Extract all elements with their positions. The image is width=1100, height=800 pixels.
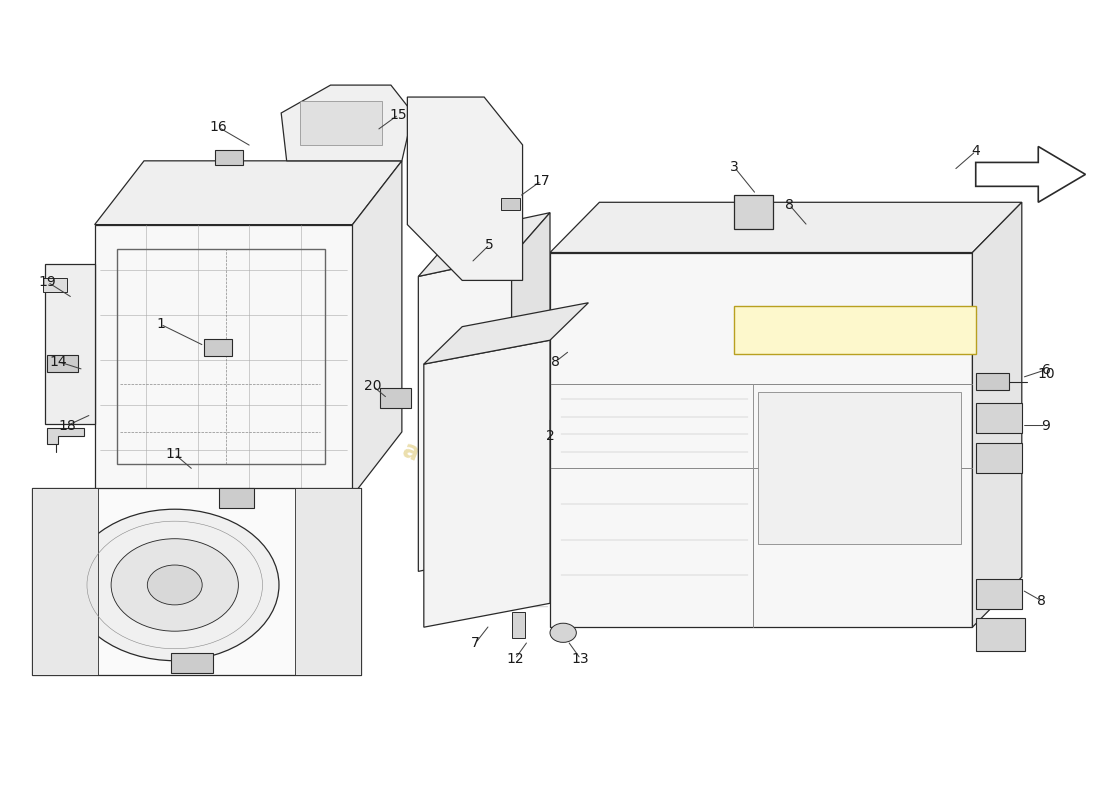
Bar [172, 653, 213, 673]
Polygon shape [424, 302, 588, 364]
Polygon shape [735, 306, 976, 354]
Text: 14: 14 [50, 354, 67, 369]
Text: 20: 20 [363, 378, 381, 393]
Text: 11: 11 [166, 447, 184, 462]
Text: 8: 8 [551, 354, 560, 369]
Bar [47, 354, 78, 372]
Text: 18: 18 [58, 418, 76, 433]
Text: 6: 6 [1042, 362, 1050, 377]
Bar [976, 443, 1022, 474]
Bar [976, 373, 1009, 390]
Text: 16: 16 [210, 120, 228, 134]
Text: 9: 9 [1042, 418, 1050, 433]
Bar [32, 488, 361, 675]
Text: 10: 10 [1037, 367, 1055, 382]
Text: 12: 12 [506, 652, 524, 666]
Circle shape [70, 510, 279, 661]
Text: 5: 5 [485, 238, 494, 251]
Text: 2: 2 [546, 429, 554, 443]
Polygon shape [424, 340, 550, 627]
Text: 8: 8 [1037, 594, 1046, 608]
Bar [759, 392, 961, 543]
Polygon shape [45, 265, 95, 424]
Text: a passion for parts.com: a passion for parts.com [399, 438, 701, 578]
Polygon shape [418, 213, 550, 277]
Bar [500, 198, 520, 210]
Polygon shape [47, 428, 84, 444]
Bar [32, 488, 98, 675]
Polygon shape [550, 202, 1022, 253]
Bar [117, 249, 326, 464]
Bar [379, 388, 410, 408]
Text: 17: 17 [532, 174, 550, 188]
Circle shape [147, 565, 202, 605]
Polygon shape [282, 85, 412, 161]
Bar [976, 578, 1022, 609]
Polygon shape [95, 161, 402, 225]
Circle shape [111, 538, 239, 631]
Bar [216, 150, 243, 165]
Bar [205, 338, 232, 356]
Polygon shape [972, 202, 1022, 627]
Bar [300, 101, 382, 145]
Polygon shape [512, 213, 550, 551]
Text: 15: 15 [389, 107, 407, 122]
Bar [296, 488, 361, 675]
Text: 4: 4 [971, 144, 980, 158]
Text: 7: 7 [471, 636, 480, 650]
Bar [43, 278, 67, 292]
Text: 8: 8 [784, 198, 793, 212]
Polygon shape [407, 97, 522, 281]
Text: 13: 13 [572, 652, 590, 666]
Bar [735, 195, 772, 229]
Polygon shape [550, 253, 972, 627]
Bar [976, 618, 1025, 651]
Polygon shape [418, 257, 512, 571]
Polygon shape [95, 225, 352, 496]
Bar [976, 403, 1022, 434]
Polygon shape [352, 161, 402, 496]
Bar [512, 612, 525, 638]
Text: 3: 3 [730, 160, 739, 174]
Text: jaroparts: jaroparts [639, 226, 944, 359]
Circle shape [550, 623, 576, 642]
Bar [219, 488, 254, 508]
Text: 19: 19 [39, 275, 56, 289]
Text: 1: 1 [156, 318, 165, 331]
